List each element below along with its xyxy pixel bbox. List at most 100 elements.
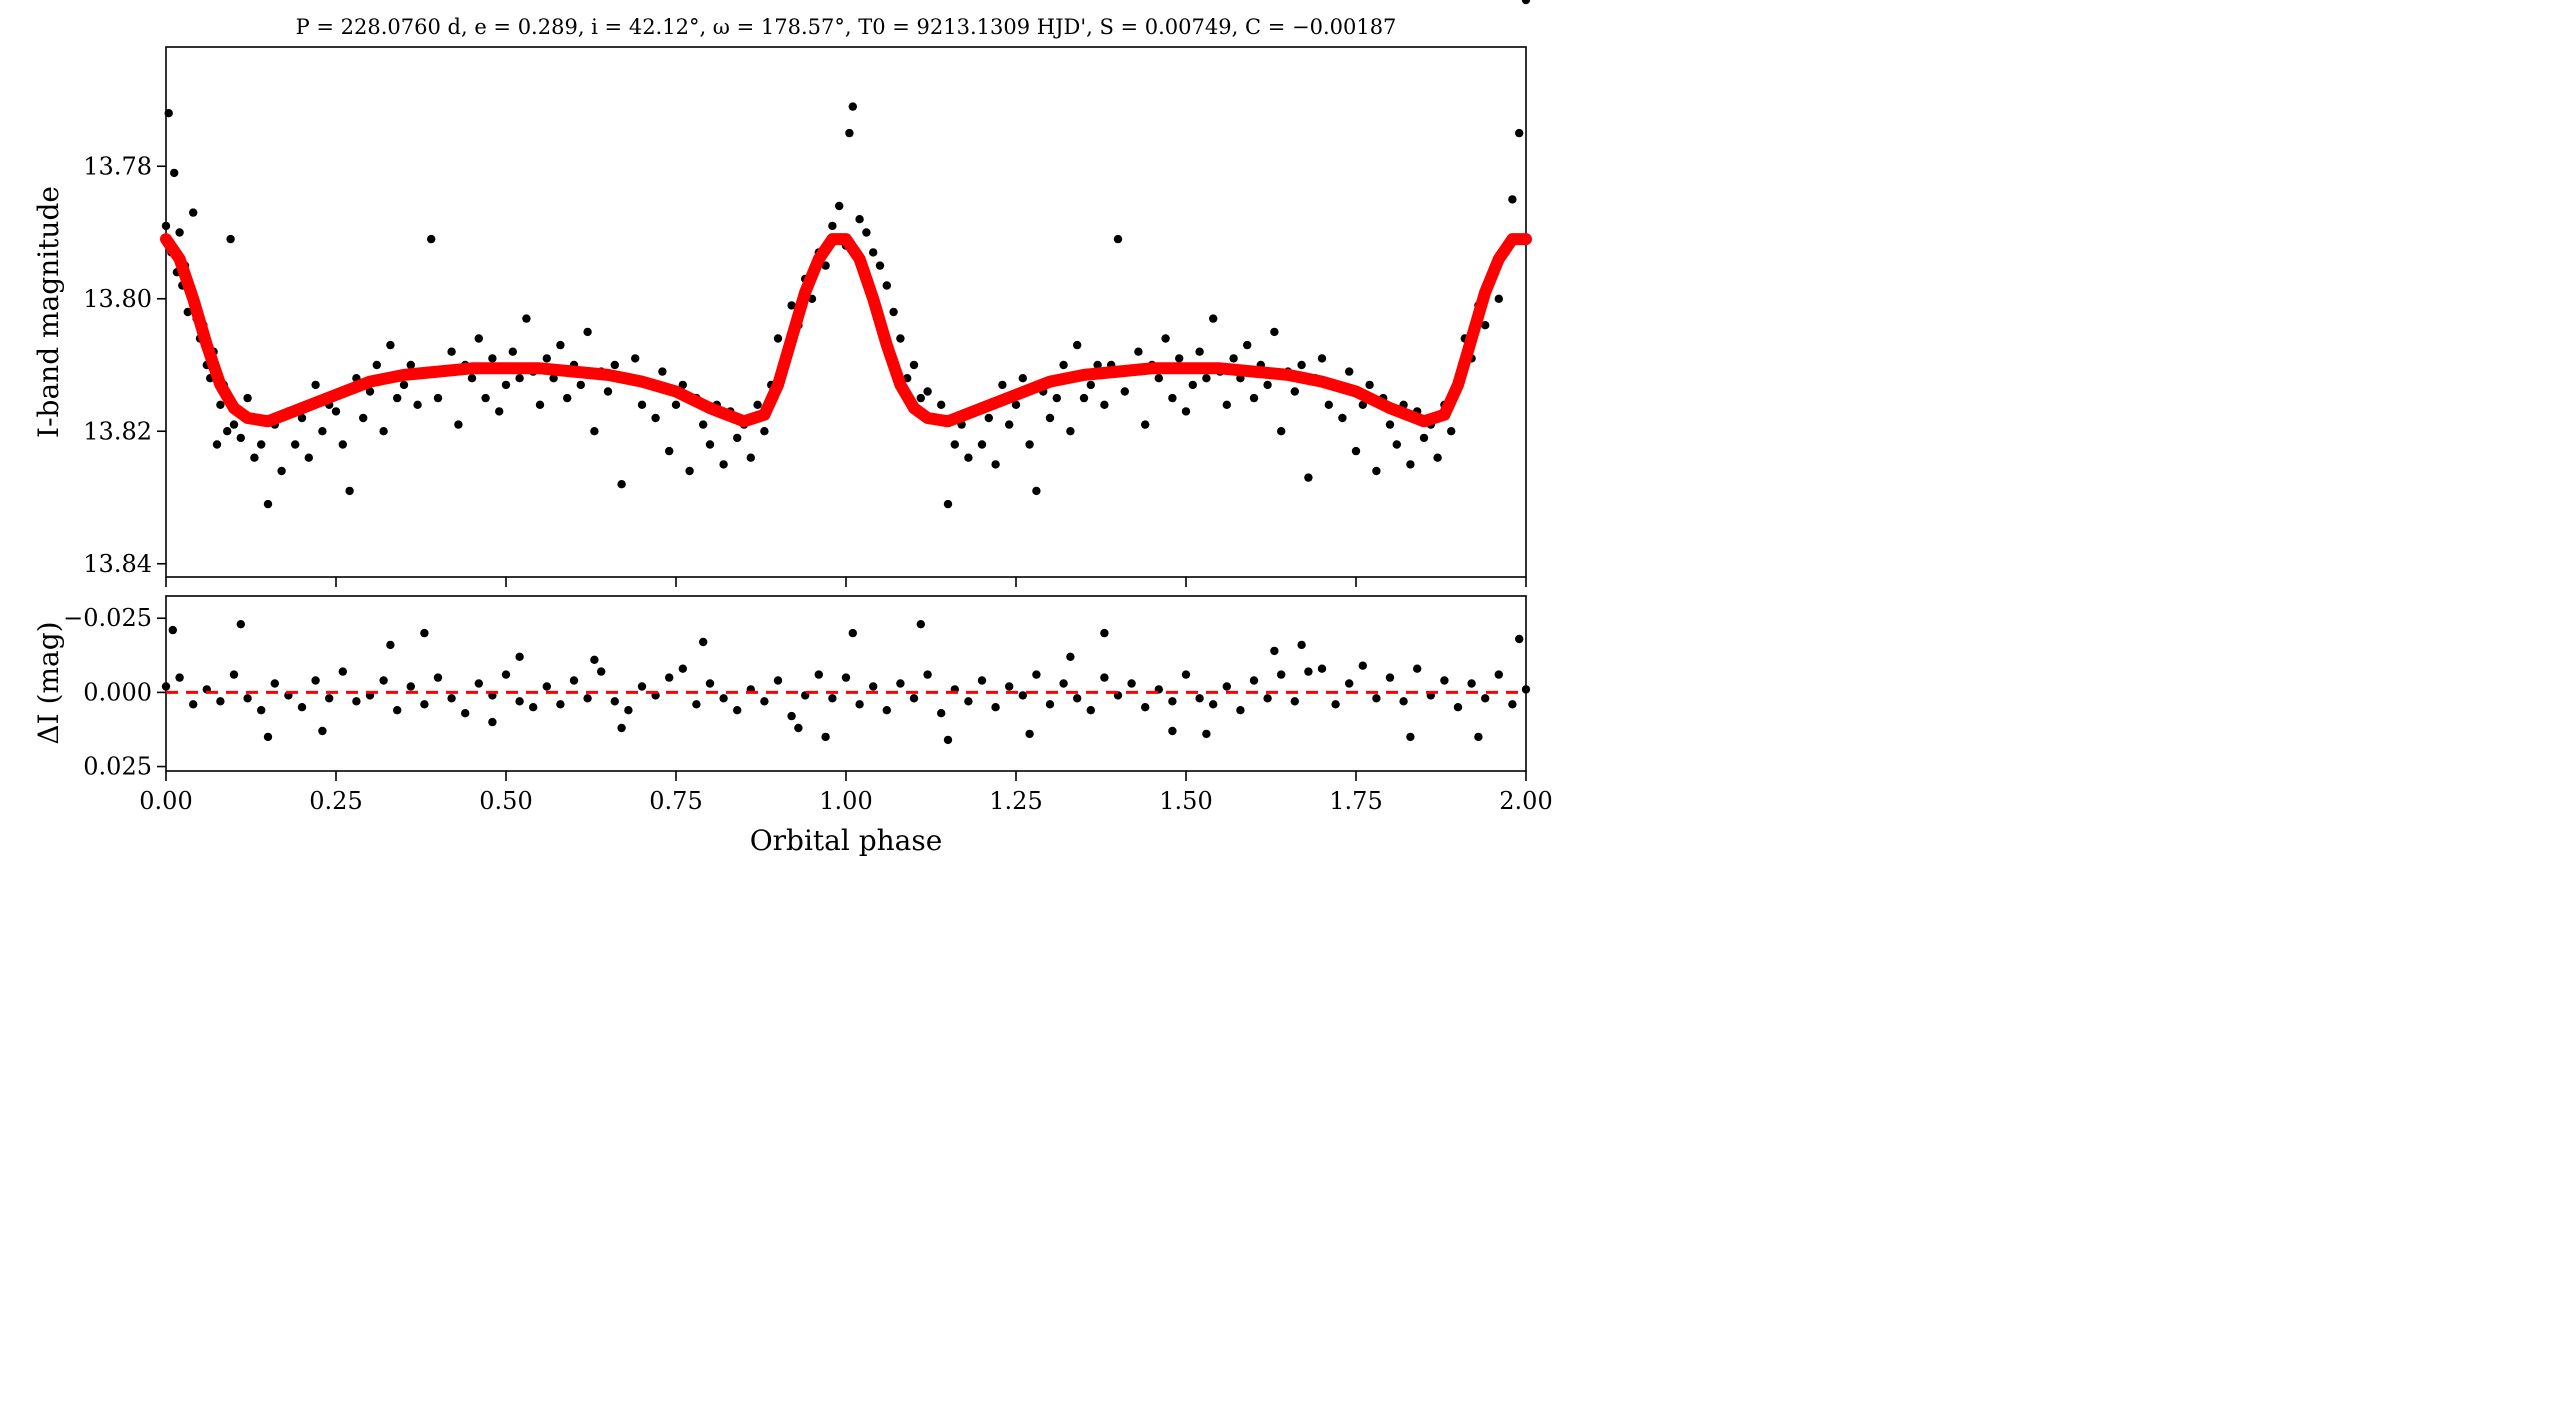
residual-point — [1290, 697, 1300, 706]
x-tick-label: 1.25 — [989, 787, 1042, 815]
x-tick-label: 0.25 — [309, 787, 362, 815]
data-point — [1324, 400, 1334, 409]
residual-point — [1494, 670, 1504, 679]
residual-point — [1440, 676, 1449, 685]
residual-point — [617, 723, 626, 733]
residual-point — [991, 703, 1000, 712]
data-point — [821, 261, 830, 270]
residual-point — [590, 655, 599, 664]
data-point — [1433, 453, 1442, 462]
residual-point — [229, 670, 239, 679]
data-point — [229, 420, 239, 429]
data-point — [773, 334, 783, 343]
residuals-panel: −0.025 0.000 0.025 0.00 0.25 0.50 0.75 1.00 1.2… — [32, 595, 1553, 857]
residual-point — [1515, 634, 1524, 644]
residual-point — [699, 637, 708, 647]
data-point — [845, 128, 854, 138]
data-point — [1018, 374, 1027, 383]
data-point — [828, 221, 837, 231]
data-point — [1113, 234, 1123, 244]
data-point — [304, 453, 313, 462]
data-point — [1073, 340, 1082, 350]
y-axis-label-light-curve: I-band magnitude — [32, 186, 65, 438]
residual-point — [916, 620, 925, 629]
residual-point — [529, 703, 538, 712]
residual-point — [597, 667, 606, 676]
data-point — [862, 228, 871, 237]
data-point — [1161, 334, 1170, 343]
data-point — [950, 440, 959, 449]
residual-point — [1413, 664, 1422, 673]
light-curve-points — [161, 0, 1531, 509]
residual-point — [406, 682, 415, 691]
residual-point — [1474, 732, 1483, 742]
data-point — [481, 393, 490, 403]
residual-point — [692, 700, 701, 709]
data-point — [331, 407, 341, 416]
residual-point — [1508, 700, 1517, 709]
residual-point — [1141, 703, 1150, 712]
residual-point — [678, 664, 687, 673]
residuals-x-ticks: 0.00 0.25 0.50 0.75 1.00 1.25 1.50 1.75 2.00 — [139, 771, 1553, 815]
residual-point — [1406, 732, 1415, 742]
data-point — [413, 400, 422, 409]
residual-point — [216, 697, 225, 706]
residual-point — [393, 706, 402, 715]
y-tick-label: 13.84 — [83, 550, 152, 578]
y-tick-label: 0.000 — [83, 678, 152, 706]
residual-point — [236, 620, 245, 629]
data-point — [991, 460, 1000, 469]
residual-point — [1168, 726, 1177, 736]
residual-point — [909, 694, 919, 703]
data-point — [685, 466, 694, 476]
residual-point — [474, 679, 483, 688]
data-point — [386, 340, 395, 350]
data-point — [263, 499, 273, 509]
data-point — [1175, 354, 1184, 363]
data-point — [495, 407, 504, 416]
data-point — [1263, 380, 1272, 390]
data-point — [1345, 367, 1354, 376]
data-point — [1195, 347, 1204, 356]
data-point — [1045, 413, 1055, 423]
data-point — [1249, 393, 1259, 403]
data-point — [338, 440, 347, 449]
residual-point — [338, 667, 347, 676]
data-point — [535, 400, 545, 409]
data-point — [291, 440, 300, 449]
residual-point — [882, 706, 891, 715]
data-point — [1093, 360, 1102, 370]
data-point — [1079, 393, 1089, 403]
residual-point — [311, 676, 320, 685]
data-point — [835, 201, 844, 211]
data-point — [1406, 460, 1415, 469]
data-point — [590, 427, 599, 436]
data-point — [427, 234, 436, 244]
data-point — [882, 281, 891, 290]
y-tick-label: −0.025 — [63, 604, 152, 632]
residual-point — [1358, 661, 1368, 670]
residual-point — [1005, 682, 1014, 691]
data-point — [1168, 393, 1177, 403]
residual-point — [869, 682, 878, 691]
data-point — [1222, 400, 1232, 409]
residual-point — [1073, 694, 1082, 703]
data-point — [1229, 354, 1238, 363]
residual-point — [896, 679, 905, 688]
data-point — [1297, 360, 1306, 370]
residual-point — [937, 709, 946, 718]
data-point — [733, 433, 742, 443]
data-point — [889, 307, 898, 317]
residual-point — [325, 694, 334, 703]
residual-point — [1249, 676, 1259, 685]
data-point — [1385, 420, 1395, 429]
data-point — [1188, 380, 1198, 390]
residual-point — [943, 735, 953, 745]
data-point — [549, 374, 558, 383]
data-point — [393, 393, 402, 403]
residual-point — [760, 697, 769, 706]
data-point — [406, 360, 415, 370]
data-point — [1011, 400, 1021, 409]
residual-point — [841, 673, 851, 682]
data-point — [637, 400, 647, 409]
